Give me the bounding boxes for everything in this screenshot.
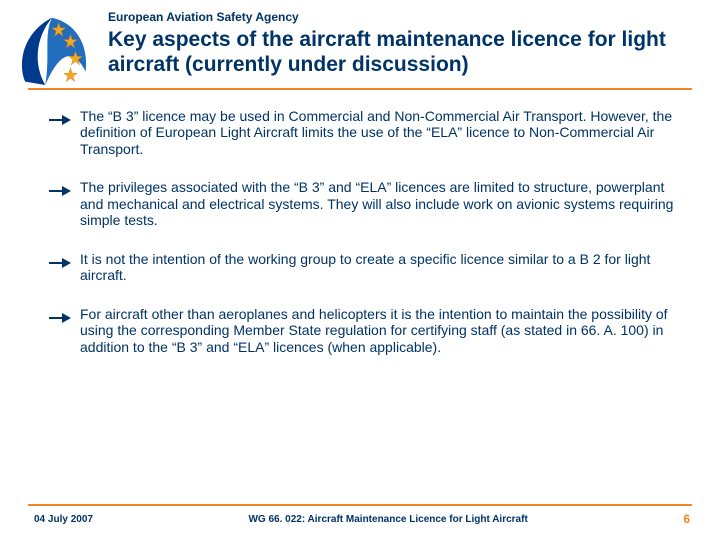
agency-name: European Aviation Safety Agency [108, 8, 720, 24]
bullet-item: The “B 3” licence may be used in Commerc… [40, 108, 680, 158]
divider-bottom [28, 504, 692, 506]
footer-doc: WG 66. 022: Aircraft Maintenance Licence… [93, 514, 683, 525]
footer-line: 04 July 2007 WG 66. 022: Aircraft Mainte… [0, 512, 720, 526]
footer-date: 04 July 2007 [34, 514, 93, 525]
content: The “B 3” licence may be used in Commerc… [40, 108, 680, 356]
divider-top [28, 88, 692, 90]
easa-logo-icon [10, 6, 94, 90]
bullet-text: For aircraft other than aeroplanes and h… [80, 306, 680, 356]
page-number: 6 [683, 512, 690, 526]
bullet-text: The privileges associated with the “B 3”… [80, 179, 680, 229]
arrow-icon [40, 112, 80, 128]
slide-title: Key aspects of the aircraft maintenance … [108, 28, 692, 78]
arrow-icon [40, 183, 80, 199]
bullet-item: It is not the intention of the working g… [40, 251, 680, 284]
bullet-text: The “B 3” licence may be used in Commerc… [80, 108, 680, 158]
header: European Aviation Safety Agency Key aspe… [0, 0, 720, 78]
slide: European Aviation Safety Agency Key aspe… [0, 0, 720, 540]
footer: 04 July 2007 WG 66. 022: Aircraft Mainte… [0, 504, 720, 526]
arrow-icon [40, 255, 80, 271]
bullet-item: The privileges associated with the “B 3”… [40, 179, 680, 229]
bullet-text: It is not the intention of the working g… [80, 251, 680, 284]
arrow-icon [40, 310, 80, 326]
bullet-item: For aircraft other than aeroplanes and h… [40, 306, 680, 356]
